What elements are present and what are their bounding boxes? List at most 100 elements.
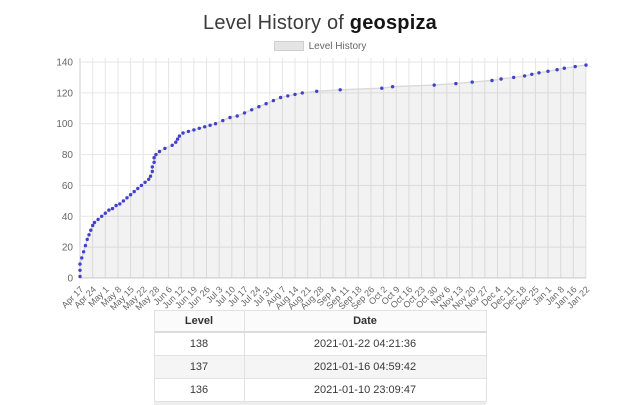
y-axis-tick-label: 40 <box>62 212 74 223</box>
data-point <box>315 89 319 93</box>
data-point <box>177 134 182 138</box>
y-axis-tick-label: 120 <box>56 88 73 99</box>
data-point <box>132 189 136 194</box>
data-point <box>573 64 577 69</box>
data-point <box>300 91 304 95</box>
data-point <box>250 108 254 112</box>
level-cell: 136 <box>153 378 245 402</box>
column-header-date: Date <box>243 310 487 333</box>
data-point <box>203 125 207 129</box>
data-point <box>92 220 97 225</box>
data-point <box>432 83 436 87</box>
level-history-table: Level Date 138 2021-01-22 04:21:36 137 2021-… <box>153 310 487 402</box>
data-point <box>562 66 566 70</box>
data-point <box>163 146 167 151</box>
data-point <box>555 68 559 72</box>
data-point <box>380 86 384 90</box>
data-point <box>197 126 201 130</box>
level-history-chart[interactable]: 0 20 40 60 80 100 120 140 Apr 17 Apr 24 May 1 May 8… <box>0 54 640 311</box>
data-point <box>100 214 104 218</box>
data-point <box>121 199 126 203</box>
data-point <box>537 71 541 75</box>
y-axis-tick-label: 80 <box>62 150 74 161</box>
date-cell: 2021-01-10 23:09:47 <box>243 378 487 402</box>
data-point <box>157 149 162 154</box>
legend-label: Level History <box>308 40 367 52</box>
column-header-level: Level <box>153 310 245 333</box>
data-point <box>148 174 153 178</box>
table-row: 138 2021-01-22 04:21:36 <box>153 331 487 356</box>
data-point <box>208 123 212 128</box>
data-point <box>81 250 86 254</box>
data-point <box>103 211 108 215</box>
data-point <box>271 98 276 103</box>
data-point <box>213 122 218 126</box>
data-point <box>107 208 111 212</box>
data-point <box>150 169 154 174</box>
data-point <box>338 88 342 92</box>
level-cell: 138 <box>153 331 245 356</box>
data-point <box>242 111 247 115</box>
date-cell: 2021-01-16 04:59:42 <box>243 355 487 379</box>
data-point <box>546 69 550 73</box>
data-point <box>128 193 133 197</box>
data-point <box>143 180 147 184</box>
data-point <box>454 81 458 86</box>
data-point <box>286 94 290 98</box>
data-point <box>221 118 225 123</box>
data-point <box>228 115 232 120</box>
data-point <box>293 92 297 97</box>
data-point <box>186 129 191 134</box>
data-point <box>89 228 93 232</box>
legend-item[interactable]: Level History <box>0 38 640 54</box>
data-point <box>78 262 82 266</box>
data-point <box>154 152 158 157</box>
data-point <box>85 237 89 242</box>
data-point <box>175 137 180 141</box>
data-point <box>110 206 115 211</box>
series-fill-area <box>80 65 586 278</box>
table-body: 138 2021-01-22 04:21:36 137 2021-01-16 04:5… <box>153 331 487 402</box>
data-point <box>170 143 174 147</box>
data-point <box>152 160 156 164</box>
data-point <box>522 74 527 78</box>
data-point <box>390 85 395 89</box>
data-point <box>78 274 82 279</box>
data-point <box>181 131 185 135</box>
level-cell: 137 <box>153 355 245 379</box>
data-point <box>192 128 196 132</box>
data-point <box>470 80 474 84</box>
data-point <box>114 203 118 208</box>
y-axis-tick-label: 140 <box>56 58 73 69</box>
data-point <box>499 77 503 81</box>
table-header-row: Level Date <box>153 310 487 333</box>
data-point <box>150 165 154 169</box>
y-axis-tick-label: 20 <box>62 243 74 254</box>
legend-swatch <box>273 41 304 51</box>
data-point <box>118 202 122 206</box>
page-title: Level History of geospiza <box>0 0 640 36</box>
data-point <box>80 256 84 260</box>
data-point <box>584 63 588 67</box>
data-point <box>152 156 156 160</box>
data-point <box>91 223 95 228</box>
data-point <box>235 114 239 118</box>
data-point <box>278 95 283 100</box>
page-title-regular: Level History of <box>203 12 350 34</box>
y-axis-tick-label: 60 <box>62 181 74 192</box>
y-axis-tick-label: 100 <box>56 119 73 130</box>
data-point <box>530 72 534 76</box>
y-axis-tick-label: 0 <box>67 274 73 285</box>
data-point <box>139 183 144 188</box>
data-point <box>78 268 82 272</box>
data-point <box>147 177 151 181</box>
data-point <box>257 105 261 109</box>
table-row: 137 2021-01-16 04:59:42 <box>153 355 487 379</box>
date-cell: 2021-01-22 04:21:36 <box>243 331 487 356</box>
data-point <box>125 196 129 200</box>
page-title-username: geospiza <box>349 12 437 34</box>
data-point <box>512 75 516 80</box>
data-point <box>264 102 268 106</box>
